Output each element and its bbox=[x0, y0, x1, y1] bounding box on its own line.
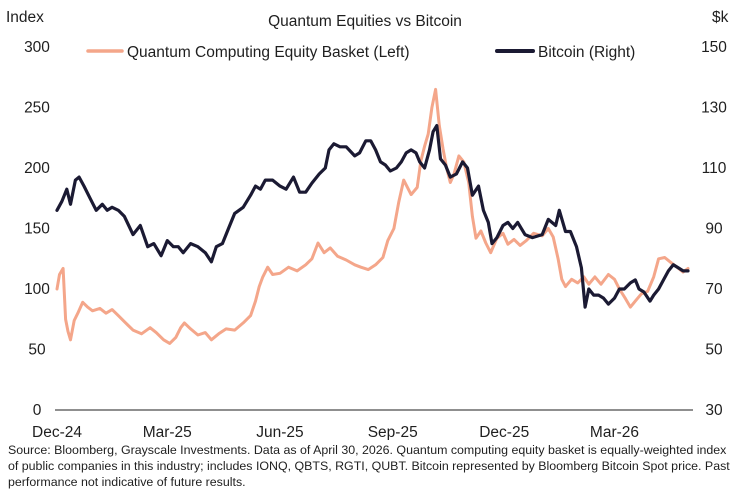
left-axis-label: Index bbox=[6, 9, 44, 26]
series-layer bbox=[55, 87, 690, 345]
left-axis-ticks: 0 50 100 150 200 250 300 bbox=[24, 39, 50, 419]
x-tick-label: Dec-24 bbox=[32, 424, 82, 440]
x-tick-label: Mar-25 bbox=[143, 424, 192, 440]
left-tick-label: 100 bbox=[24, 281, 50, 298]
right-tick-label: 110 bbox=[702, 160, 727, 177]
right-tick-label: 70 bbox=[705, 281, 723, 298]
right-axis-ticks: 30 50 70 90 110 130 150 bbox=[701, 39, 727, 419]
x-axis-ticks: Dec-24 Mar-25 Jun-25 Sep-25 Dec-25 Mar-26 bbox=[32, 424, 639, 440]
left-tick-label: 200 bbox=[24, 160, 50, 177]
left-tick-label: 0 bbox=[33, 402, 42, 419]
legend-label-quantum: Quantum Computing Equity Basket (Left) bbox=[127, 44, 410, 61]
right-tick-label: 130 bbox=[701, 100, 727, 117]
left-tick-label: 50 bbox=[28, 342, 46, 359]
right-axis-label: $k bbox=[712, 9, 729, 26]
right-tick-label: 150 bbox=[701, 39, 727, 56]
legend-label-bitcoin: Bitcoin (Right) bbox=[538, 44, 635, 61]
right-tick-label: 50 bbox=[705, 342, 723, 359]
right-tick-label: 30 bbox=[705, 402, 723, 419]
chart-title: Quantum Equities vs Bitcoin bbox=[268, 13, 462, 30]
x-tick-label: Dec-25 bbox=[479, 424, 529, 440]
bitcoin-line bbox=[55, 123, 690, 309]
legend: Quantum Computing Equity Basket (Left) B… bbox=[86, 44, 635, 61]
x-tick-label: Jun-25 bbox=[256, 424, 303, 440]
left-tick-label: 300 bbox=[24, 39, 50, 56]
source-note: Source: Bloomberg, Grayscale Investments… bbox=[8, 443, 730, 489]
right-tick-label: 90 bbox=[705, 221, 723, 238]
x-tick-label: Mar-26 bbox=[590, 424, 639, 440]
x-tick-label: Sep-25 bbox=[368, 424, 418, 440]
left-tick-label: 150 bbox=[24, 221, 50, 238]
chart: Quantum Equities vs Bitcoin Index $k Qua… bbox=[6, 9, 729, 440]
left-tick-label: 250 bbox=[24, 100, 50, 117]
quantum-basket-line bbox=[55, 87, 690, 345]
